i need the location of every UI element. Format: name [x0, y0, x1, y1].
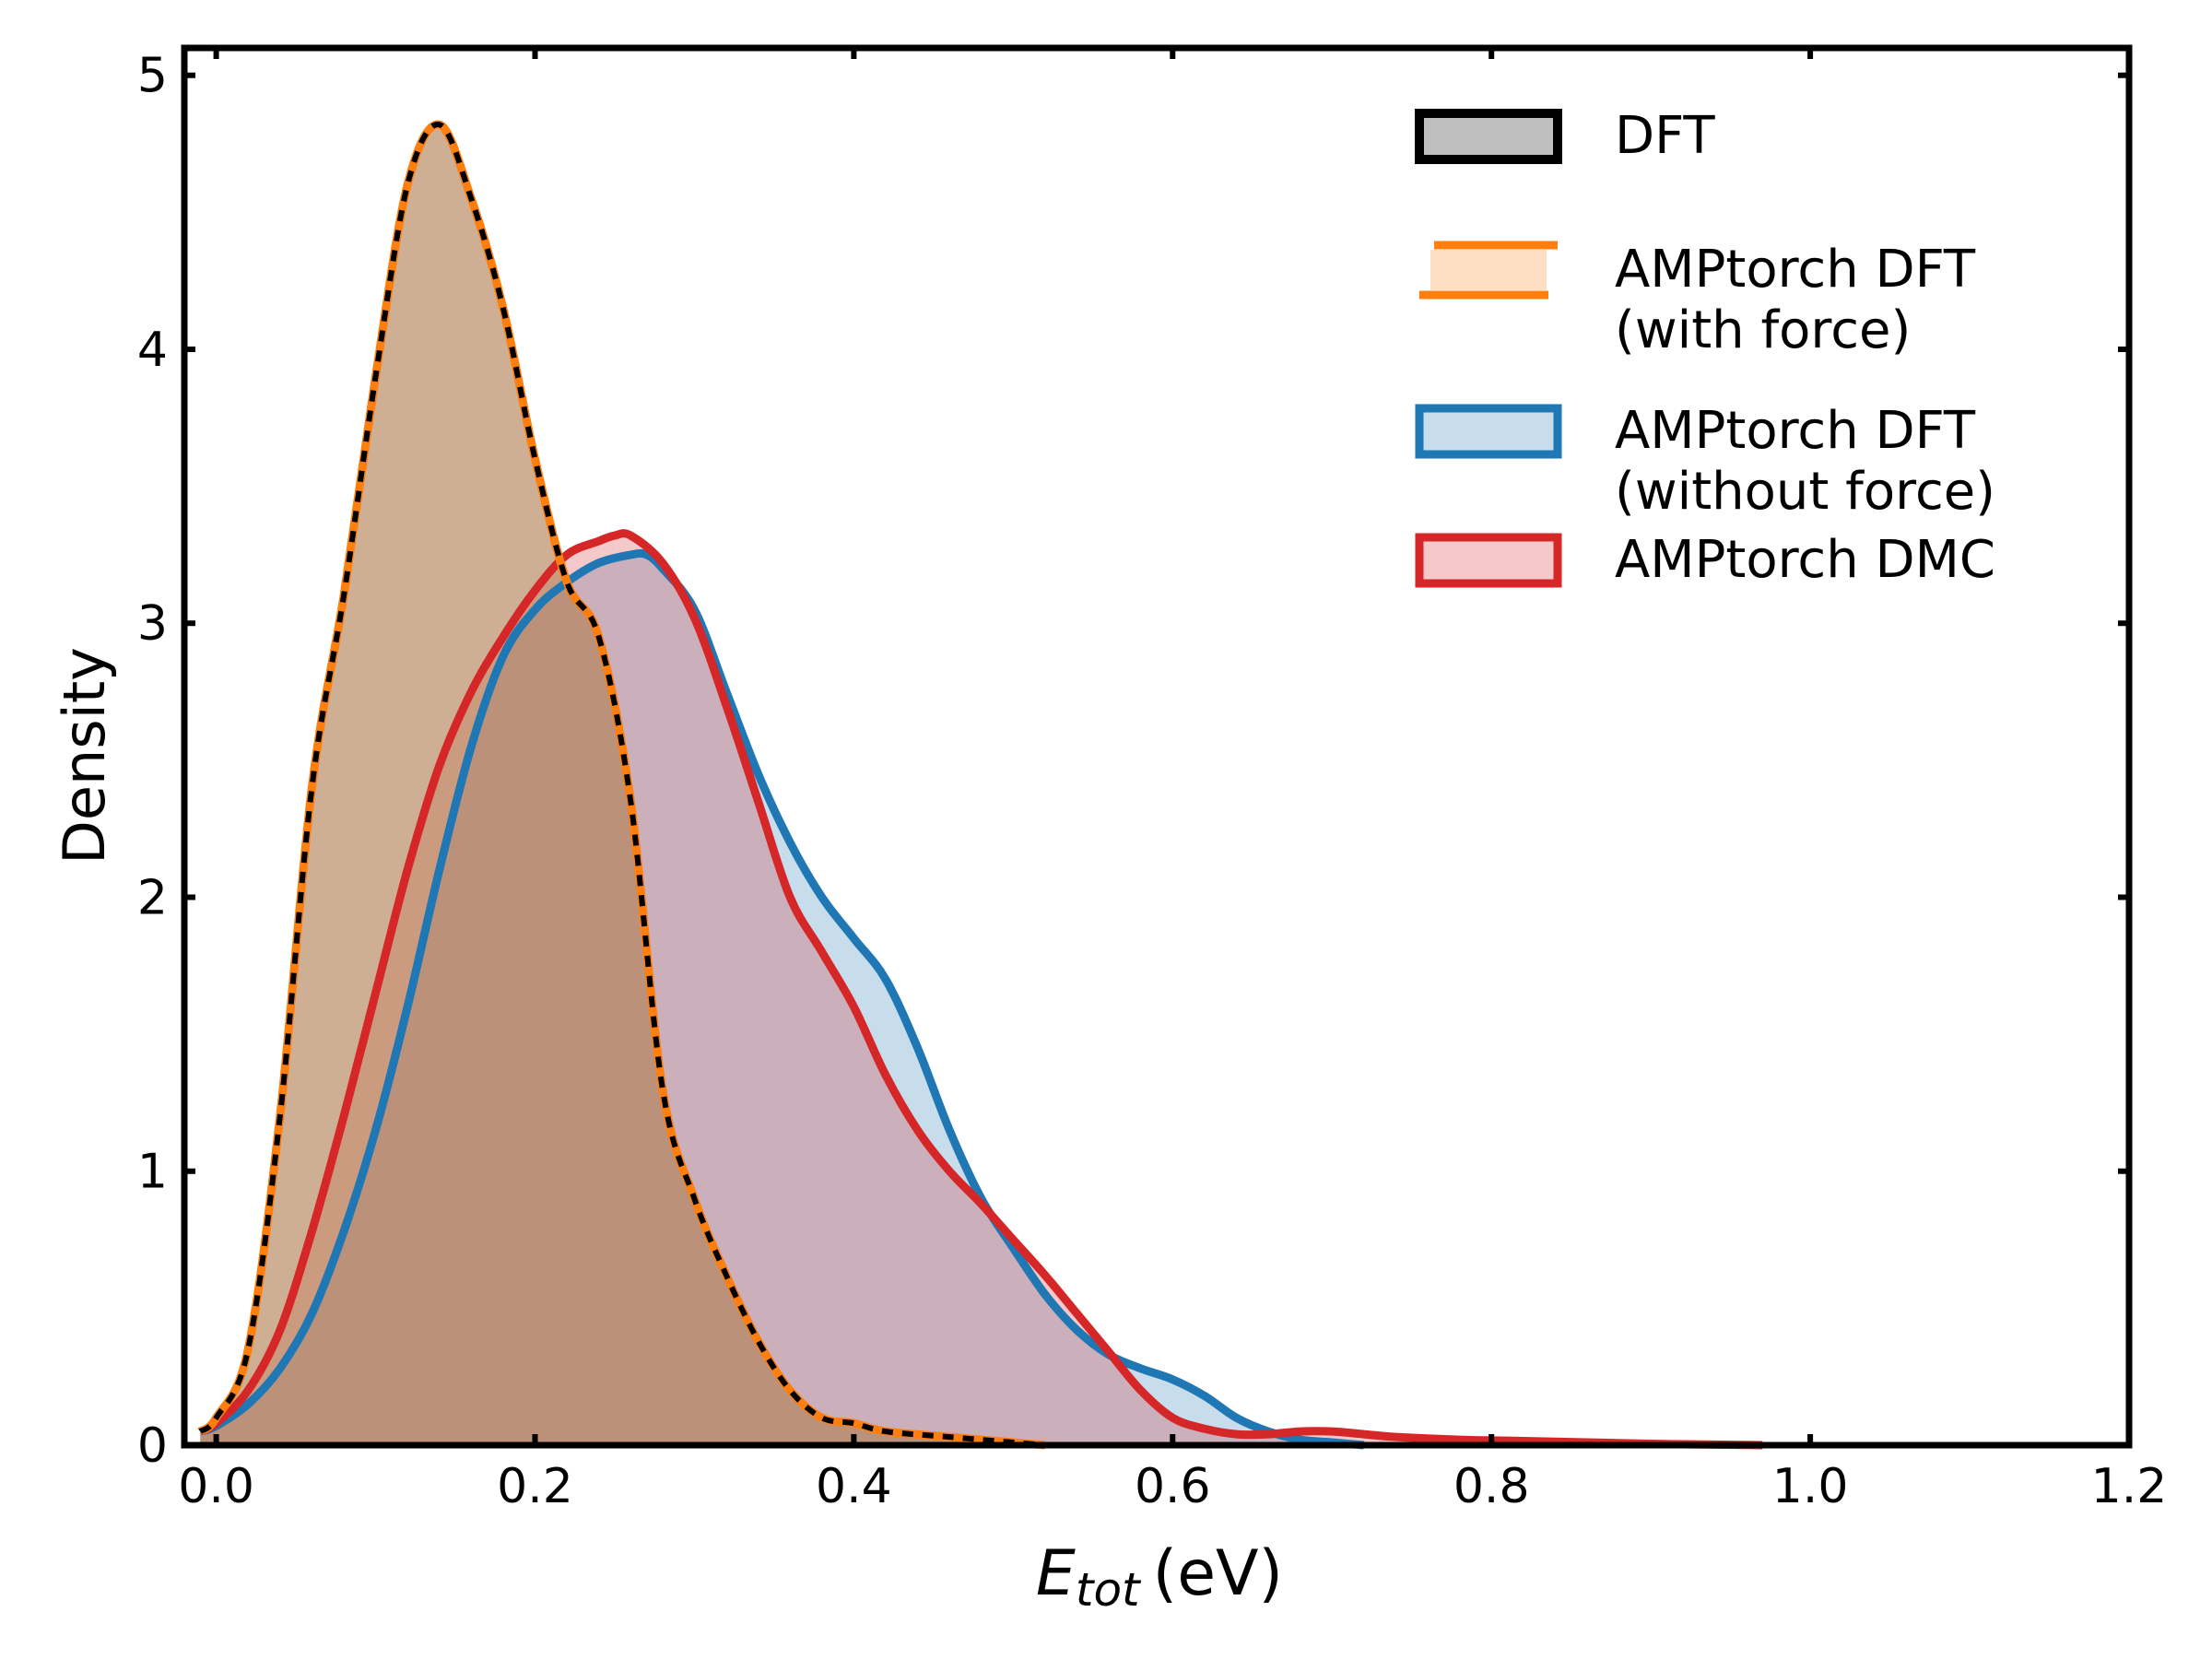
- x-tick-label: 0.2: [497, 1459, 573, 1514]
- x-axis-label: Etot (eV): [1036, 1537, 1283, 1617]
- legend-swatch-2: [1430, 250, 1547, 290]
- x-axis-label-symbol: E: [1036, 1537, 1076, 1610]
- x-axis-label-unit: (eV): [1153, 1537, 1283, 1610]
- legend-entry-4: AMPtorch DMC: [1415, 530, 1995, 590]
- series-line-3: [198, 548, 1365, 1450]
- legend-label-3-line-2: (without force): [1615, 462, 1995, 522]
- series-fill-1: [200, 124, 1045, 1445]
- legend-entry-1: DFT: [1415, 106, 1715, 166]
- y-tick-label: 0: [137, 1418, 168, 1474]
- legend-swatch-4: [1415, 533, 1562, 588]
- legend-entry-3: AMPtorch DFT(without force): [1415, 401, 1995, 522]
- legend-swatch-3: [1415, 404, 1562, 459]
- legend-label-2-line-2: (with force): [1615, 300, 1911, 360]
- legend-entry-2: AMPtorch DFT(with force): [1419, 240, 1976, 360]
- legend-label-1-line-1: DFT: [1615, 106, 1715, 166]
- series-layer: [197, 120, 1763, 1450]
- series-fill-2: [200, 124, 1045, 1445]
- legend-label-2-line-1: AMPtorch DFT: [1615, 240, 1976, 300]
- x-tick-label: 0.0: [178, 1459, 254, 1514]
- legend-label-4-line-1: AMPtorch DMC: [1615, 530, 1995, 590]
- y-tick-label: 4: [137, 323, 168, 378]
- y-tick-label: 5: [137, 49, 168, 104]
- legend-label-3-line-1: AMPtorch DFT: [1615, 401, 1976, 461]
- plot-frame: [181, 44, 2133, 1449]
- x-tick-label: 0.6: [1135, 1459, 1211, 1514]
- x-tick-label: 0.8: [1453, 1459, 1530, 1514]
- y-axis-label: Density: [51, 647, 118, 865]
- y-tick-label: 2: [137, 870, 168, 925]
- x-tick-label: 1.0: [1772, 1459, 1849, 1514]
- axis-ticks: 0.0 0.2 0.4 0.6 0.8 1.0 1.2 0 1 2 3 4 5: [137, 48, 2167, 1514]
- x-tick-label: 0.4: [816, 1459, 892, 1514]
- y-tick-label: 1: [137, 1145, 168, 1200]
- series-line-4: [198, 529, 1763, 1450]
- legend-swatch-1: [1415, 109, 1562, 164]
- series-line-1: [198, 122, 1046, 1448]
- y-tick-label: 3: [137, 596, 168, 652]
- x-tick-label: 1.2: [2091, 1459, 2168, 1514]
- x-axis-label-subscript: tot: [1076, 1563, 1142, 1617]
